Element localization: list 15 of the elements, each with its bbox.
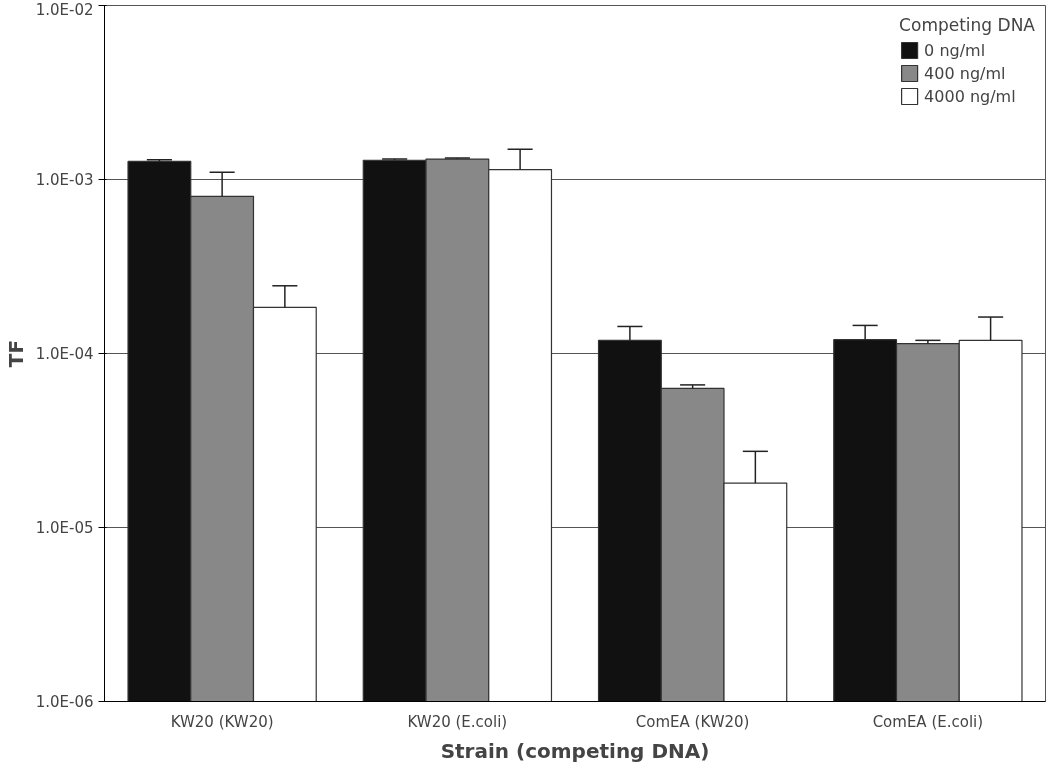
y-tick-label: 1.0E-03 [35, 170, 94, 189]
y-tick-label: 1.0E-04 [35, 344, 94, 363]
x-tick-label: KW20 (E.coli) [407, 712, 508, 731]
legend-label: 400 ng/ml [924, 63, 1006, 83]
x-tick-label: KW20 (KW20) [170, 712, 274, 731]
legend-label: 0 ng/ml [924, 40, 986, 60]
y-tick-label: 1.0E-05 [35, 518, 94, 537]
x-axis-title: Strain (competing DNA) [440, 738, 710, 763]
y-axis-title: TF [3, 339, 28, 368]
y-tick-label: 1.0E-06 [35, 692, 94, 711]
y-tick-label: 1.0E-02 [35, 0, 94, 19]
x-tick-label: ComEA (E.coli) [872, 712, 984, 731]
legend-label: 4000 ng/ml [924, 86, 1016, 106]
legend-title: Competing DNA [899, 15, 1035, 35]
x-tick-label: ComEA (KW20) [635, 712, 750, 731]
